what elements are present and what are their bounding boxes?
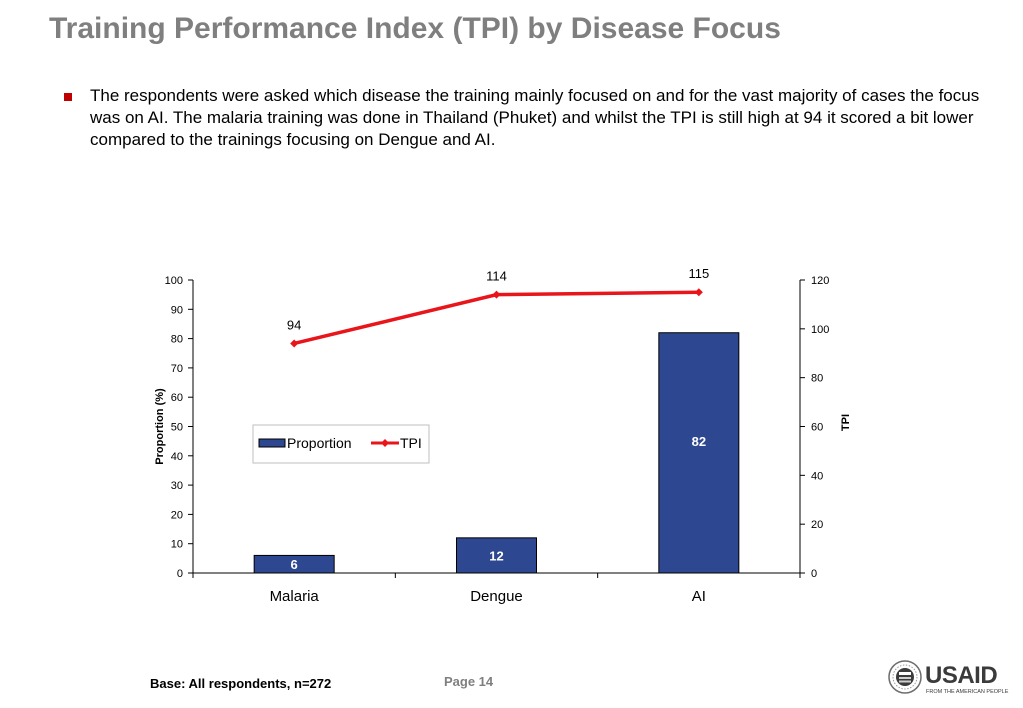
tpi-marker bbox=[492, 290, 501, 299]
y-left-tick-label: 20 bbox=[171, 509, 183, 521]
legend-label-proportion: Proportion bbox=[287, 435, 352, 451]
y-left-tick-label: 10 bbox=[171, 539, 183, 551]
bar-proportion-ai bbox=[658, 332, 740, 574]
y-left-tick-label: 60 bbox=[171, 392, 183, 404]
tpi-marker bbox=[694, 288, 703, 297]
usaid-tagline: FROM THE AMERICAN PEOPLE bbox=[926, 689, 1009, 695]
tpi-data-label: 94 bbox=[287, 317, 301, 332]
y-right-tick-label: 80 bbox=[811, 373, 823, 385]
legend-swatch-tpi-marker bbox=[381, 439, 389, 447]
y-left-tick-label: 50 bbox=[171, 422, 183, 434]
tpi-data-label: 114 bbox=[486, 269, 507, 284]
bullet-square-icon bbox=[64, 93, 72, 101]
y-right-tick-label: 0 bbox=[811, 568, 817, 580]
legend-label-tpi: TPI bbox=[400, 435, 422, 451]
y-right-tick-label: 40 bbox=[811, 470, 823, 482]
page-number: Page 14 bbox=[444, 674, 494, 689]
slide-title: Training Performance Index (TPI) by Dise… bbox=[49, 12, 781, 45]
x-tick-label: AI bbox=[692, 588, 706, 605]
usaid-seal-icon bbox=[888, 660, 922, 694]
base-note: Base: All respondents, n=272 bbox=[150, 676, 332, 691]
y-left-tick-label: 70 bbox=[171, 363, 183, 375]
y-left-axis-title: Proportion (%) bbox=[154, 388, 166, 465]
usaid-wordmark: USAID bbox=[925, 662, 998, 689]
y-right-tick-label: 20 bbox=[811, 519, 823, 531]
y-left-tick-label: 100 bbox=[165, 275, 183, 287]
y-left-tick-label: 30 bbox=[171, 480, 183, 492]
tpi-line bbox=[293, 290, 699, 346]
y-right-tick-label: 100 bbox=[811, 324, 829, 336]
bar-data-label: 6 bbox=[291, 557, 298, 572]
tpi-data-label: 115 bbox=[688, 266, 709, 281]
bar-data-label: 12 bbox=[489, 548, 503, 563]
bar-data-label: 82 bbox=[692, 434, 706, 449]
usaid-logo: USAID FROM THE AMERICAN PEOPLE bbox=[888, 660, 1009, 700]
x-tick-label: Malaria bbox=[270, 588, 320, 605]
bullet-text: The respondents were asked which disease… bbox=[90, 86, 980, 149]
y-right-tick-label: 60 bbox=[811, 422, 823, 434]
y-right-axis-title: TPI bbox=[840, 414, 852, 431]
tpi-marker bbox=[290, 339, 299, 348]
y-left-tick-label: 40 bbox=[171, 451, 183, 463]
y-left-tick-label: 0 bbox=[177, 568, 183, 580]
y-left-tick-label: 80 bbox=[171, 334, 183, 346]
legend-swatch-proportion bbox=[258, 438, 286, 448]
x-tick-label: Dengue bbox=[470, 588, 523, 605]
y-left-tick-label: 90 bbox=[171, 304, 183, 316]
y-right-tick-label: 120 bbox=[811, 275, 829, 287]
bar-proportion-dengue bbox=[456, 537, 537, 574]
bullet-point: The respondents were asked which disease… bbox=[60, 85, 990, 151]
